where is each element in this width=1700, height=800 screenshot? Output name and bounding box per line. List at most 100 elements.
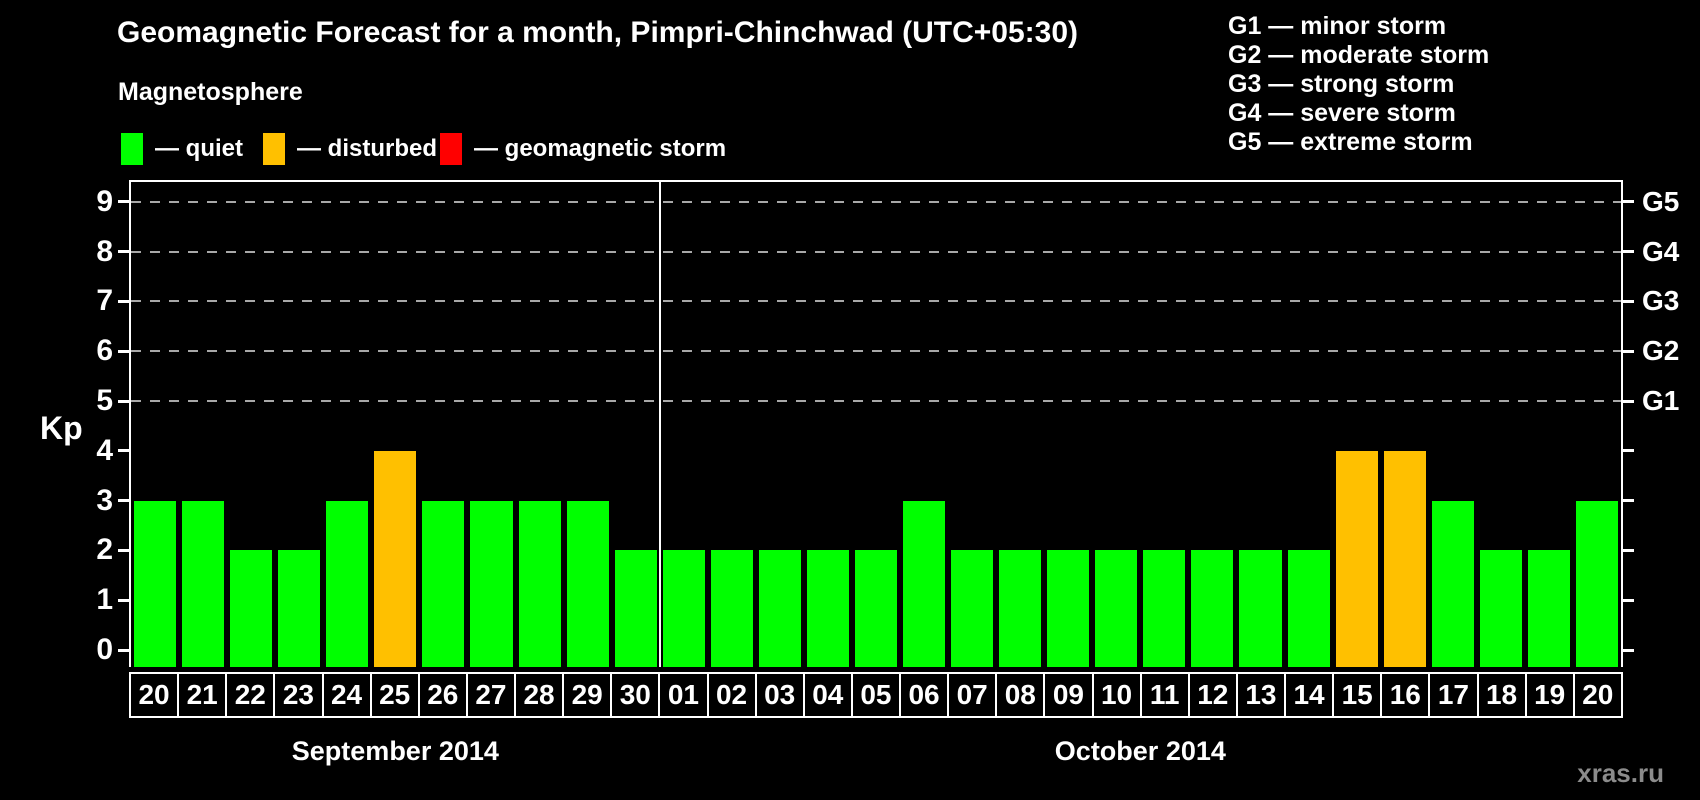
day-cell-september-27: 27 [465,672,516,718]
gridline-kp8 [131,250,1621,253]
right-axis-label-g3: G3 [1642,285,1680,317]
left-tick-kp0 [118,648,131,652]
g-legend-line-3: G3 — strong storm [1228,70,1455,98]
legend-label-disturbed: — disturbed [297,135,438,162]
day-cell-october-18: 18 [1476,672,1527,718]
kp-bar-september-25 [374,450,417,667]
legend-item-disturbed: — disturbed [263,133,437,165]
day-cell-october-16: 16 [1380,672,1431,718]
left-tick-kp6 [118,349,131,353]
left-tick-kp3 [118,499,131,503]
y-axis-label-9: 9 [96,184,113,218]
right-axis-label-g2: G2 [1642,335,1680,367]
day-cell-october-10: 10 [1091,672,1142,718]
g-legend-line-1: G1 — minor storm [1228,12,1447,40]
legend-label-storm: — geomagnetic storm [474,135,727,162]
kp-bar-september-21 [182,500,225,667]
g-legend-line-2: G2 — moderate storm [1228,41,1490,69]
y-axis-label-3: 3 [96,483,113,517]
kp-bar-september-30 [614,550,657,667]
kp-bar-september-23 [278,550,321,667]
day-cell-october-11: 11 [1139,672,1190,718]
day-cell-september-24: 24 [321,672,372,718]
g-legend-line-5: G5 — extreme storm [1228,128,1473,156]
y-axis-label-5: 5 [96,384,113,417]
gridline-kp6 [131,350,1621,353]
legend-item-storm: — geomagnetic storm [440,133,726,165]
kp-bar-october-01 [662,550,705,667]
right-tick-kp4 [1621,449,1634,453]
left-tick-kp2 [118,548,131,552]
chart-title: Geomagnetic Forecast for a month, Pimpri… [117,16,1078,49]
right-tick-kp8 [1621,250,1634,254]
y-axis-label-1: 1 [96,583,113,617]
kp-bar-october-08 [999,550,1042,667]
right-axis-label-g5: G5 [1642,185,1680,217]
left-tick-kp9 [118,200,131,204]
day-cell-october-04: 04 [802,672,853,718]
day-cell-september-22: 22 [225,672,276,718]
day-cell-september-25: 25 [369,672,420,718]
kp-bar-september-22 [230,550,273,667]
kp-bar-october-07 [951,550,994,667]
kp-bar-october-17 [1431,500,1474,667]
day-cell-september-30: 30 [610,672,661,718]
day-cell-october-02: 02 [706,672,757,718]
kp-bar-october-13 [1239,550,1282,667]
right-tick-kp2 [1621,548,1634,552]
day-cell-october-05: 05 [850,672,901,718]
kp-bar-october-02 [710,550,753,667]
day-axis-row: 20 21 22 23 24 25 26 27 28 29 30 01 02 03 04 05 06 07 08 09… [129,672,1623,718]
legend-swatch-quiet [121,133,143,165]
kp-bar-october-03 [758,550,801,667]
watermark: xras.ru [1577,758,1664,788]
day-cell-october-15: 15 [1332,672,1383,718]
legend-swatch-storm [440,133,462,165]
kp-bar-september-20 [134,500,177,667]
kp-bar-september-29 [566,500,609,667]
g-scale-legend: G1 — minor storm G2 — moderate storm G3 — … [1228,12,1489,157]
left-tick-kp7 [118,299,131,303]
kp-bar-september-28 [518,500,561,667]
y-axis-label-7: 7 [96,284,113,318]
day-cell-october-07: 07 [947,672,998,718]
day-cell-september-23: 23 [273,672,324,718]
legend-label-quiet: — quiet [155,135,243,162]
y-axis-title: Kp [40,410,83,446]
g-legend-line-4: G4 — severe storm [1228,99,1456,127]
y-axis-label-2: 2 [96,533,113,567]
plot-frame [129,180,1623,667]
kp-bar-september-27 [470,500,513,667]
kp-bar-september-26 [422,500,465,667]
kp-bar-october-14 [1287,550,1330,667]
day-cell-october-08: 08 [995,672,1046,718]
right-tick-kp3 [1621,499,1634,503]
right-tick-kp0 [1621,648,1634,652]
y-axis-label-6: 6 [96,334,113,368]
month-label-october: October 2014 [1054,736,1226,766]
kp-bar-october-06 [903,500,946,667]
day-cell-september-26: 26 [417,672,468,718]
right-tick-kp1 [1621,598,1634,602]
left-tick-kp5 [118,399,131,403]
legend-item-quiet: — quiet [121,133,243,165]
left-tick-kp4 [118,449,131,453]
day-cell-october-12: 12 [1187,672,1238,718]
right-tick-kp5 [1621,399,1634,403]
gridline-kp5 [131,400,1621,402]
y-axis-label-4: 4 [96,433,113,467]
day-cell-october-03: 03 [754,672,805,718]
left-tick-kp1 [118,598,131,602]
right-tick-kp9 [1621,200,1634,204]
kp-bar-october-16 [1383,450,1426,667]
day-cell-october-01: 01 [658,672,709,718]
day-cell-september-29: 29 [562,672,613,718]
kp-bar-october-05 [854,550,898,667]
kp-bar-october-12 [1191,550,1234,667]
month-label-september: September 2014 [291,736,499,766]
day-cell-september-20: 20 [129,672,180,718]
kp-bar-october-09 [1047,550,1090,667]
day-cell-september-21: 21 [177,672,228,718]
kp-bar-october-10 [1095,550,1138,667]
kp-bar-october-20 [1575,500,1618,667]
